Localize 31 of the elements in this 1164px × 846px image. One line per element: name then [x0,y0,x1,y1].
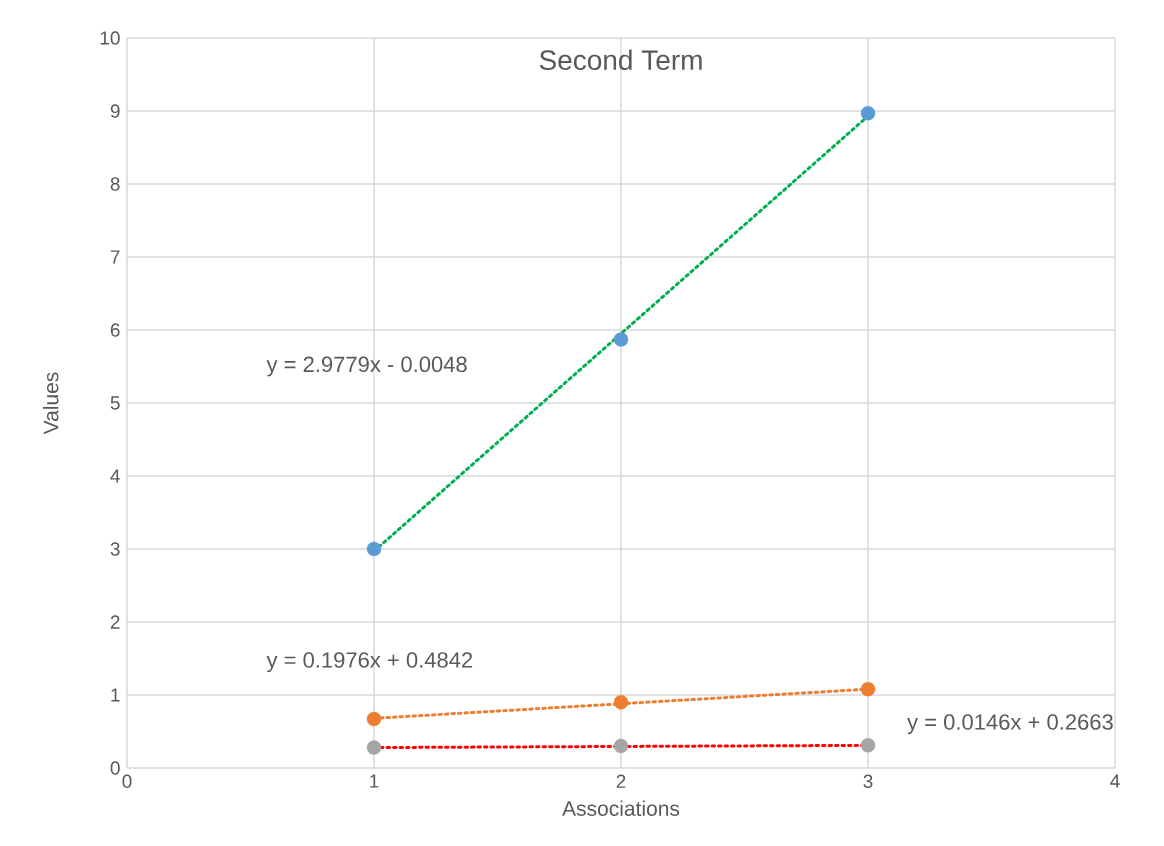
y-tick-label: 9 [110,104,120,118]
y-tick-label: 0 [110,761,120,775]
annotation: y = 2.9779x - 0.0048 [266,356,467,377]
x-axis-title: Associations [562,800,680,816]
y-tick-label: 5 [110,396,120,410]
annotation: y = 0.0146x + 0.2663 [907,714,1113,735]
y-tick-label: 7 [110,250,120,264]
x-tick-label: 4 [1110,774,1120,788]
x-tick-label: 3 [863,774,873,788]
chart-title: Second Term [539,49,702,71]
x-tick-label: 1 [370,774,379,788]
point [613,332,629,347]
annotation: y = 0.1976x + 0.4842 [266,652,473,673]
y-tick-label: 6 [110,323,120,337]
y-tick-label: 3 [110,542,120,556]
point [860,681,876,697]
x-tick-label: 0 [122,774,132,788]
point [860,738,876,753]
point [366,740,382,755]
point [366,541,382,557]
point [366,711,382,727]
y-tick-label: 1 [111,688,120,702]
y-tick-label: 10 [100,31,120,45]
y-axis-title: Values [43,372,59,435]
y-tick-label: 4 [110,469,120,483]
point [613,695,629,710]
y-tick-label: 8 [110,177,120,191]
x-tick-label: 2 [616,774,626,788]
point [613,738,629,754]
point [860,105,876,121]
y-tick-label: 2 [110,615,120,629]
